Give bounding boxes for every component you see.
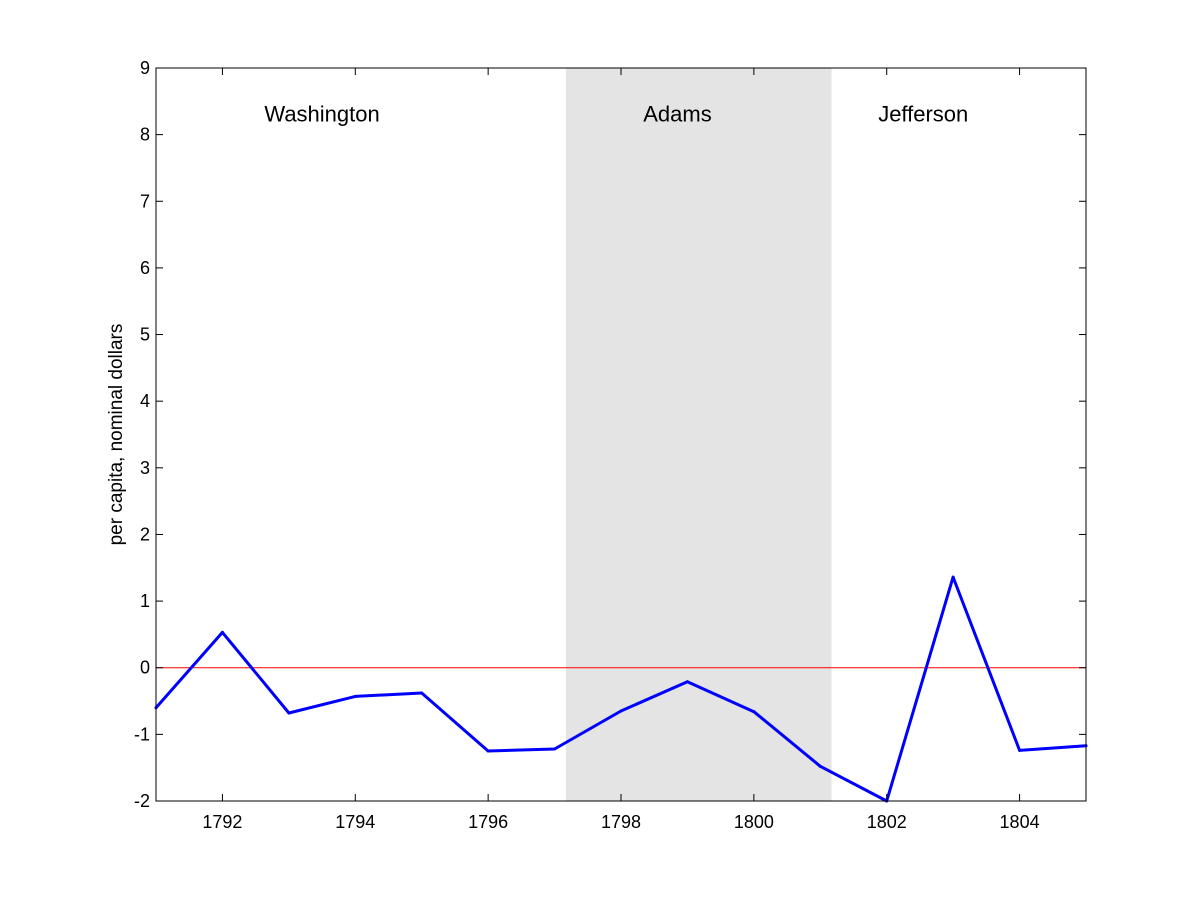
y-tick-label: 7: [140, 191, 150, 211]
x-tick-label: 1804: [1000, 812, 1040, 832]
annotation-washington: Washington: [264, 101, 379, 126]
data-point: [420, 691, 424, 695]
y-tick-label: 0: [140, 658, 150, 678]
data-point: [1018, 748, 1022, 752]
x-tick-label: 1802: [867, 812, 907, 832]
data-point: [553, 747, 557, 751]
data-point: [353, 694, 357, 698]
data-point: [619, 709, 623, 713]
data-series: [154, 575, 1088, 803]
y-tick-label: 1: [140, 591, 150, 611]
y-tick-label: 9: [140, 58, 150, 78]
data-point: [818, 764, 822, 768]
x-tick-label: 1800: [734, 812, 774, 832]
x-tick-label: 1794: [335, 812, 375, 832]
y-tick-label: 3: [140, 458, 150, 478]
shaded-regions: [565, 68, 832, 801]
data-point: [287, 711, 291, 715]
y-tick-label: 6: [140, 258, 150, 278]
annotation-adams: Adams: [643, 101, 711, 126]
data-point: [486, 749, 490, 753]
y-tick-label: -2: [134, 791, 150, 811]
term-labels: Washington Adams Jefferson: [264, 101, 968, 126]
axis-ticks: 1792 1794 1796 1798 1800 1802 1804 -2 -1 0 1 2 3 4 5 6 7…: [134, 58, 1086, 832]
x-tick-label: 1798: [601, 812, 641, 832]
x-tick-label: 1796: [468, 812, 508, 832]
data-point: [951, 575, 955, 579]
x-tick-label: 1792: [202, 812, 242, 832]
annotation-jefferson: Jefferson: [878, 101, 968, 126]
data-point: [752, 710, 756, 714]
shaded-region-0: [565, 68, 832, 801]
y-tick-label: 8: [140, 125, 150, 145]
y-tick-label: -1: [134, 724, 150, 744]
y-axis-label: per capita, nominal dollars: [106, 324, 127, 546]
y-tick-label: 2: [140, 524, 150, 544]
data-point: [685, 680, 689, 684]
y-tick-label: 5: [140, 325, 150, 345]
data-point: [220, 630, 224, 634]
y-tick-label: 4: [140, 391, 150, 411]
plot-frame: [155, 67, 1087, 802]
